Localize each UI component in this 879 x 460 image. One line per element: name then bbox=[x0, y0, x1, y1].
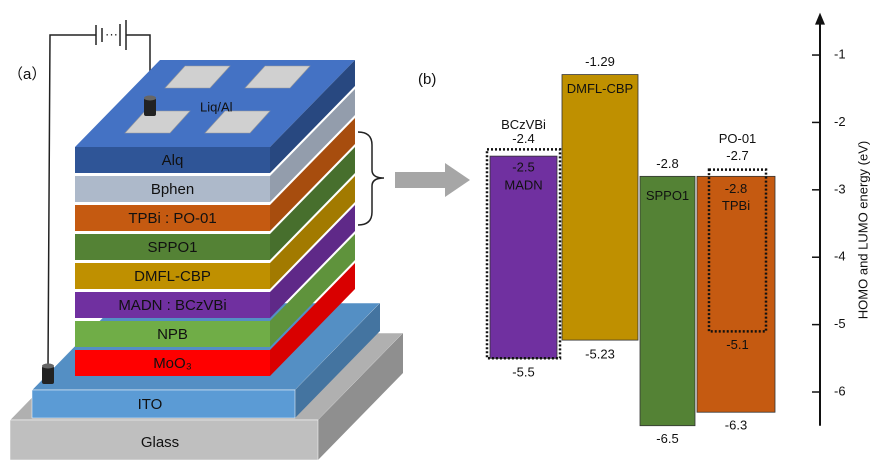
level-bar bbox=[640, 176, 695, 425]
layer-label: ITO bbox=[138, 396, 163, 413]
layer-label: NPB bbox=[157, 326, 188, 343]
layer-label: SPPO1 bbox=[147, 239, 197, 256]
level-name: TPBi bbox=[722, 198, 750, 213]
lumo-label: -2.8 bbox=[656, 156, 678, 171]
y-tick-label: -2 bbox=[834, 114, 846, 129]
homo-label: -5.1 bbox=[726, 337, 748, 352]
panel-label: （a） bbox=[8, 66, 46, 83]
contact bbox=[144, 98, 156, 116]
lumo-label: -2.5 bbox=[512, 160, 534, 175]
ito-front bbox=[32, 390, 295, 418]
y-tick-label: -4 bbox=[834, 249, 846, 264]
layer-label: MADN : BCzVBi bbox=[118, 297, 226, 314]
layer-label: Glass bbox=[141, 434, 179, 451]
lumo-label: -2.4 bbox=[512, 131, 534, 146]
homo-label: -5.5 bbox=[512, 365, 534, 380]
level-name: MADN bbox=[504, 178, 542, 193]
contact-top bbox=[144, 96, 156, 101]
layer-label: DMFL-CBP bbox=[134, 268, 211, 285]
axis-label: HOMO and LUMO energy (eV) bbox=[855, 141, 870, 319]
y-tick-label: -5 bbox=[834, 316, 846, 331]
panel-label: (b) bbox=[418, 71, 436, 88]
level-name: SPPO1 bbox=[646, 188, 689, 203]
axis-arrow bbox=[815, 13, 825, 25]
device-stack: Glass ITO MoO₃ NPB MADN : BCzVBi DMFL-CBP SPPO… bbox=[10, 60, 403, 460]
battery-dots: ··· bbox=[105, 26, 118, 41]
homo-label: -6.5 bbox=[656, 431, 678, 446]
level-name: DMFL-CBP bbox=[567, 81, 633, 96]
figure: （a） (b) ··· Glass ITO MoO₃ NPB MADN : BCzVBi… bbox=[0, 0, 879, 460]
layer-label: TPBi : PO-01 bbox=[128, 210, 216, 227]
level-bar bbox=[562, 75, 638, 341]
y-tick-label: -1 bbox=[834, 46, 846, 61]
layer-label: MoO₃ bbox=[153, 355, 192, 372]
contact bbox=[42, 366, 54, 384]
layer-label: Bphen bbox=[151, 181, 194, 198]
cathode-label: Liq/Al bbox=[200, 99, 233, 114]
homo-label: -6.3 bbox=[725, 418, 747, 433]
level-name: BCzVBi bbox=[501, 117, 546, 132]
contact-top bbox=[42, 364, 54, 369]
y-tick-label: -6 bbox=[834, 383, 846, 398]
bracket bbox=[358, 132, 384, 225]
lumo-label: -2.7 bbox=[726, 148, 748, 163]
lumo-label: -2.8 bbox=[725, 181, 747, 196]
level-name: PO-01 bbox=[719, 131, 757, 146]
layer-label: Alq bbox=[162, 152, 184, 169]
energy-diagram: -1 -2 -3 -4 -5 -6 HOMO and LUMO energy (eV) MAD… bbox=[487, 13, 870, 447]
arrow bbox=[395, 163, 470, 197]
homo-label: -5.23 bbox=[585, 347, 615, 362]
lumo-label: -1.29 bbox=[585, 54, 615, 69]
y-tick-label: -3 bbox=[834, 181, 846, 196]
